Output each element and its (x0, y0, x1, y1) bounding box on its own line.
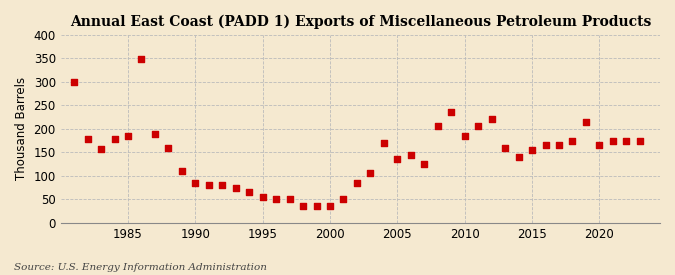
Point (567, 138, 578, 143)
Point (325, 204, 335, 209)
Point (230, 185, 241, 190)
Point (284, 197, 295, 202)
Point (136, 57, 147, 61)
Point (500, 145, 510, 150)
Point (526, 148, 537, 152)
Point (446, 110, 457, 115)
Point (540, 143, 551, 147)
Point (163, 145, 173, 150)
Point (203, 183, 214, 188)
Point (109, 137, 120, 141)
Point (190, 181, 200, 185)
Point (406, 152, 416, 157)
Point (459, 134, 470, 138)
Point (217, 183, 227, 188)
Y-axis label: Thousand Barrels: Thousand Barrels (15, 77, 28, 180)
Point (123, 134, 134, 138)
Point (257, 195, 268, 199)
Point (365, 171, 376, 176)
Point (594, 143, 605, 147)
Point (352, 181, 362, 185)
Point (69, 79, 80, 84)
Point (244, 190, 254, 194)
Point (554, 143, 564, 147)
Point (298, 204, 308, 209)
Point (271, 197, 281, 202)
Point (82, 137, 93, 141)
Point (338, 197, 349, 202)
Point (472, 124, 483, 129)
Point (311, 204, 322, 209)
Point (433, 124, 443, 129)
Point (150, 131, 161, 136)
Title: Annual East Coast (PADD 1) Exports of Miscellaneous Petroleum Products: Annual East Coast (PADD 1) Exports of Mi… (70, 15, 651, 29)
Point (486, 117, 497, 122)
Point (580, 120, 591, 124)
Text: Source: U.S. Energy Information Administration: Source: U.S. Energy Information Administ… (14, 263, 267, 272)
Point (608, 138, 618, 143)
Point (634, 138, 645, 143)
Point (392, 157, 403, 162)
Point (176, 169, 187, 173)
Point (513, 155, 524, 159)
Point (621, 138, 632, 143)
Point (419, 162, 430, 166)
Point (96, 146, 107, 151)
Point (379, 141, 389, 145)
